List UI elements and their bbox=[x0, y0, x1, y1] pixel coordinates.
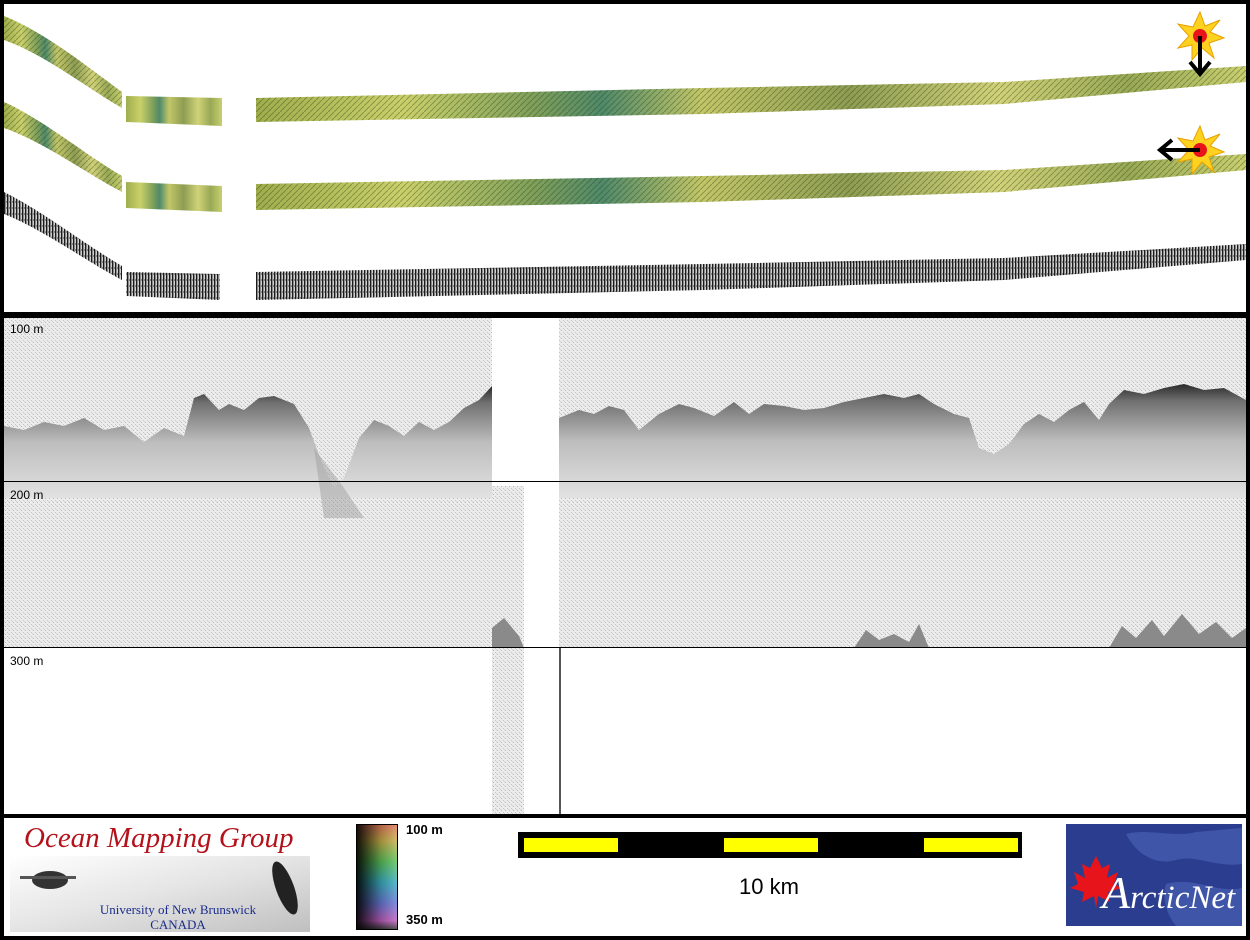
depth-label-300m: 300 m bbox=[10, 654, 44, 668]
left-arrow-icon bbox=[1156, 138, 1200, 162]
scale-bar-segment bbox=[924, 838, 1018, 852]
omg-logo-art bbox=[10, 856, 310, 932]
maple-leaf-icon bbox=[1070, 856, 1122, 908]
seabed-outcrops bbox=[492, 614, 1246, 648]
profile-svg bbox=[4, 318, 1246, 814]
swath-map-panel bbox=[4, 4, 1246, 312]
colorbar-bottom-label: 350 m bbox=[406, 912, 443, 927]
depth-colorbar bbox=[356, 824, 398, 930]
depth-label-200m: 200 m bbox=[10, 488, 44, 502]
scale-bar-segment bbox=[524, 838, 618, 852]
arcticnet-logo bbox=[1066, 824, 1242, 926]
footer-panel: Ocean Mapping Group University of New Br… bbox=[4, 818, 1246, 936]
swath-strip-backscatter bbox=[4, 192, 1246, 300]
colorbar-top-label: 100 m bbox=[406, 822, 443, 837]
seabed-profile-left bbox=[4, 386, 492, 498]
down-arrow-icon bbox=[1188, 36, 1212, 78]
depth-gridline-300m bbox=[4, 647, 1246, 648]
scale-bar bbox=[518, 832, 1022, 858]
profile-noise-gap-strip bbox=[492, 486, 561, 814]
ocean-mapping-group-logo: Ocean Mapping Group University of New Br… bbox=[10, 818, 310, 934]
omg-title: Ocean Mapping Group bbox=[24, 822, 294, 854]
arcticnet-map-art bbox=[1070, 828, 1242, 926]
depth-gridline-200m bbox=[4, 481, 1246, 482]
scale-bar-label: 10 km bbox=[739, 874, 799, 899]
seabed-profile-right bbox=[559, 384, 1246, 498]
arcticnet-rest: rcticNet bbox=[1130, 880, 1236, 916]
omg-university: University of New Brunswick bbox=[99, 902, 257, 917]
scale-bar-segment bbox=[724, 838, 818, 852]
arcticnet-wordmark: ArcticNet bbox=[1102, 866, 1235, 919]
swath-strip-shaded-bathymetry bbox=[4, 16, 1246, 126]
depth-label-100m: 100 m bbox=[10, 322, 44, 336]
swath-strip-colored-bathymetry bbox=[4, 102, 1246, 212]
omg-country: CANADA bbox=[150, 917, 206, 932]
arcticnet-initial: A bbox=[1102, 867, 1131, 918]
swath-strips-svg bbox=[4, 10, 1246, 300]
sub-bottom-profile-panel: 100 m 200 m 300 m bbox=[4, 318, 1246, 814]
